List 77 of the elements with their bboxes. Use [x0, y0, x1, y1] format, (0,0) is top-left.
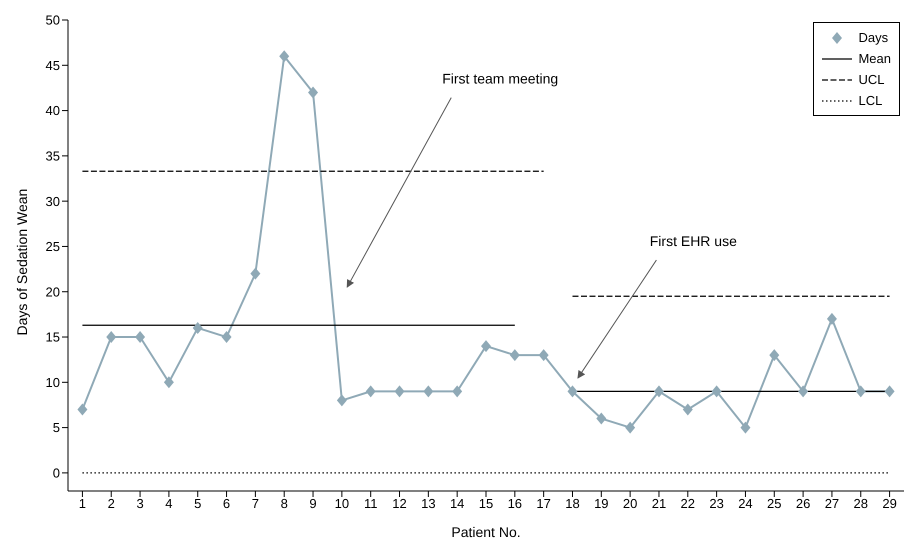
x-tick-label: 2 — [108, 496, 115, 512]
x-tick-label: 28 — [854, 496, 868, 512]
x-tick-label: 12 — [392, 496, 407, 512]
point — [423, 385, 434, 398]
x-tick-label: 13 — [421, 496, 436, 512]
point — [884, 385, 895, 398]
y-tick-label: 20 — [46, 284, 60, 300]
y-tick-label: 0 — [52, 466, 60, 480]
point — [192, 322, 203, 334]
x-tick-label: 20 — [622, 496, 638, 512]
point — [77, 403, 88, 416]
point — [308, 86, 318, 98]
y-tick-label: 40 — [46, 103, 60, 118]
point — [798, 385, 808, 398]
point — [366, 385, 376, 398]
point — [452, 385, 462, 398]
point — [279, 50, 290, 62]
x-tick-label: 26 — [796, 496, 810, 512]
point — [481, 340, 491, 352]
x-tick-label: 1 — [78, 496, 86, 512]
x-tick-label: 24 — [738, 496, 753, 512]
point — [769, 349, 780, 362]
y-tick-label: 35 — [46, 148, 60, 164]
point — [135, 331, 146, 344]
point — [682, 403, 693, 416]
x-tick-label: 23 — [709, 496, 724, 512]
x-tick-label: 8 — [280, 496, 288, 512]
point — [856, 385, 866, 398]
y-axis-title: Days of Sedation Wean — [14, 188, 30, 336]
x-tick-label: 27 — [824, 496, 840, 512]
legend-label: UCL — [858, 72, 884, 87]
y-tick-label: 45 — [46, 58, 60, 73]
point — [740, 422, 750, 434]
x-tick-label: 11 — [364, 496, 378, 512]
point — [106, 331, 116, 344]
x-tick-label: 21 — [652, 496, 666, 512]
x-tick-label: 22 — [680, 496, 696, 512]
y-tick-label: 50 — [46, 12, 60, 28]
x-tick-label: 25 — [767, 496, 782, 512]
x-axis-title: Patient No. — [451, 524, 521, 540]
annotation: First EHR use — [650, 233, 738, 250]
y-tick-label: 30 — [46, 194, 60, 209]
x-tick-label: 14 — [450, 496, 464, 512]
point — [596, 412, 606, 425]
x-tick-label: 6 — [222, 496, 230, 512]
point — [538, 349, 549, 362]
point — [510, 349, 520, 362]
x-tick-label: 19 — [594, 496, 609, 512]
legend-label: Mean — [858, 51, 891, 66]
point — [336, 394, 347, 406]
point — [164, 376, 174, 388]
x-tick-label: 17 — [536, 496, 551, 512]
annotation: First team meeting — [442, 70, 558, 87]
point — [222, 331, 232, 344]
y-tick-label: 15 — [46, 330, 60, 345]
x-tick-label: 29 — [882, 496, 897, 512]
x-tick-label: 3 — [136, 496, 144, 512]
point — [654, 385, 664, 398]
point — [625, 422, 636, 434]
x-tick-label: 7 — [252, 496, 259, 512]
y-tick-label: 10 — [46, 374, 60, 390]
x-tick-label: 5 — [194, 496, 202, 512]
y-tick-label: 5 — [52, 420, 60, 436]
x-tick-label: 15 — [478, 496, 494, 512]
legend-label: LCL — [858, 93, 882, 108]
legend-label: Days — [858, 30, 888, 45]
point — [567, 385, 578, 398]
x-tick-label: 10 — [334, 496, 350, 512]
y-tick-label: 25 — [46, 239, 60, 254]
x-tick-label: 9 — [309, 496, 317, 512]
point — [712, 385, 722, 398]
x-tick-label: 16 — [508, 496, 522, 512]
x-tick-label: 18 — [565, 496, 580, 512]
point — [826, 312, 837, 325]
point — [394, 385, 405, 398]
point — [250, 268, 260, 280]
x-tick-label: 4 — [165, 496, 173, 512]
